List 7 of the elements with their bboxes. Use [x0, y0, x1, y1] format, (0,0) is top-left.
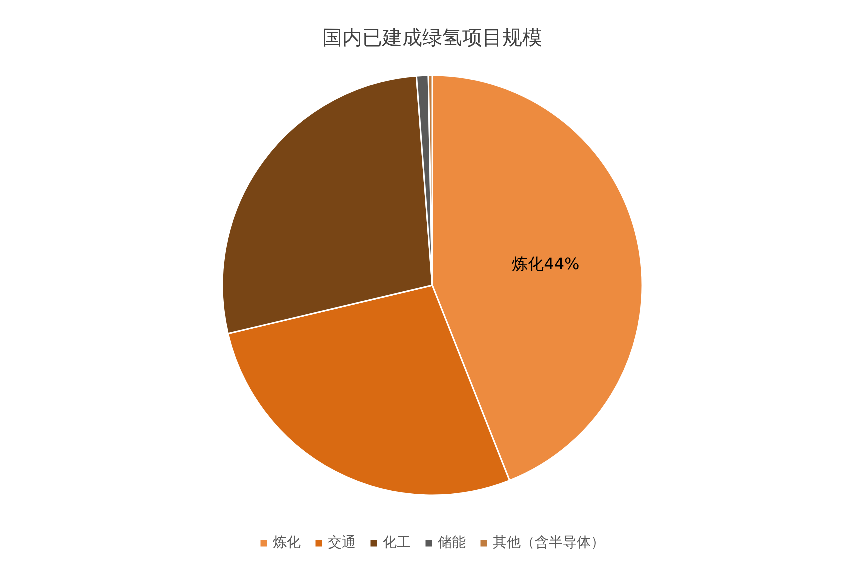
- legend-label: 炼化: [273, 534, 301, 552]
- legend-label: 交通: [328, 534, 356, 552]
- legend-label: 其他（含半导体）: [493, 534, 605, 552]
- legend-label: 储能: [438, 534, 466, 552]
- legend-label: 化工: [383, 534, 411, 552]
- chart-title: 国内已建成绿氢项目规模: [322, 26, 542, 50]
- data-label: 炼化44%: [512, 254, 580, 274]
